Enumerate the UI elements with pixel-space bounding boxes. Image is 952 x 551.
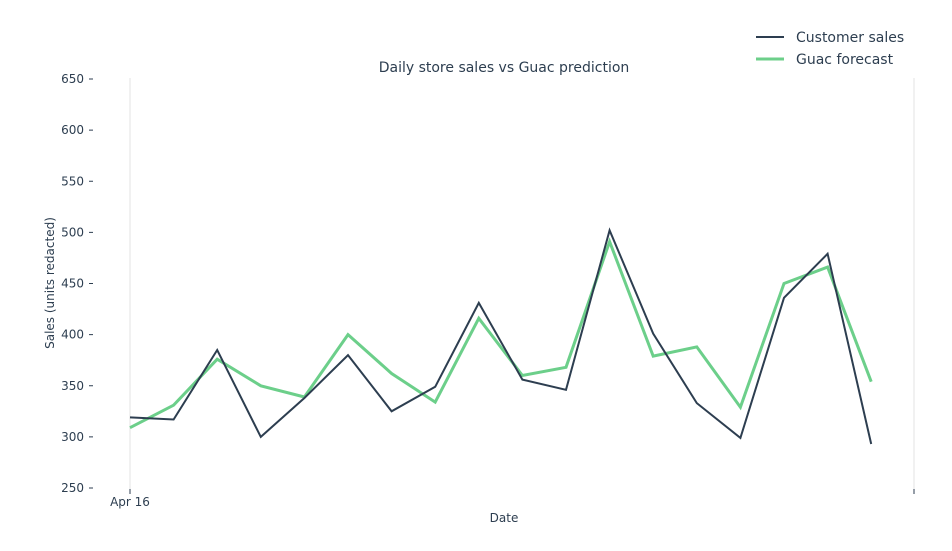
series-line-customer-sales [129,227,873,445]
y-tick-label: 250 [61,481,84,495]
legend-label-guac-forecast: Guac forecast [796,52,894,68]
y-tick-label: 450 [61,277,84,291]
y-tick-label: 300 [61,430,84,444]
y-tick-label: 500 [61,225,84,239]
x-axis: Apr 16 [110,489,915,509]
legend-label-customer-sales: Customer sales [796,30,904,46]
x-tick-label: Apr 16 [110,495,150,509]
series-layer [129,227,873,445]
y-tick-label: 600 [61,123,84,137]
y-axis-title: Sales (units redacted) [43,217,57,349]
y-tick-label: 550 [61,174,84,188]
series-line-guac-forecast [129,237,873,430]
y-tick-label: 650 [61,72,84,86]
y-axis: 250 300 350 400 450 500 550 600 650 [61,72,93,495]
y-tick-label: 350 [61,379,84,393]
chart-title: Daily store sales vs Guac prediction [379,60,630,76]
legend: Customer sales Guac forecast [756,30,904,68]
y-tick-label: 400 [61,328,84,342]
x-axis-title: Date [490,511,519,525]
